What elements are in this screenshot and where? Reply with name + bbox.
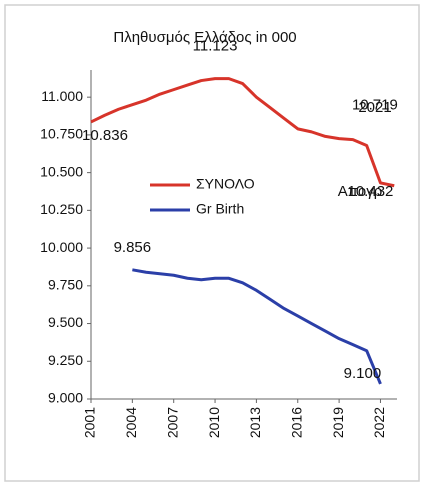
x-tick-label: 2010 — [206, 407, 222, 438]
chart-title: Πληθυσμός Ελλάδος in 000 — [113, 29, 296, 46]
chart-frame — [4, 4, 420, 482]
data-label: 11.123 — [193, 38, 238, 55]
y-tick-label: 10.250 — [40, 201, 83, 217]
x-tick-label: 2007 — [164, 407, 180, 438]
y-tick-label: 9.750 — [48, 277, 83, 293]
annotation: Απογρ — [338, 183, 383, 200]
x-tick-label: 2013 — [247, 407, 263, 438]
y-tick-label: 9.250 — [48, 352, 83, 368]
series-line — [90, 77, 395, 188]
y-tick-label: 9.500 — [48, 314, 83, 330]
y-tick-label: 9.000 — [48, 390, 83, 406]
data-label: 9.856 — [114, 239, 152, 256]
x-tick-label: 2016 — [288, 407, 304, 438]
annotation: 2021 — [358, 99, 391, 116]
legend-label: ΣΥΝΟΛΟ — [196, 176, 255, 192]
x-tick-label: 2001 — [82, 407, 98, 438]
data-label: 10.719 — [352, 97, 398, 114]
legend-label: Gr Birth — [196, 201, 244, 217]
y-tick-label: 10.000 — [40, 239, 83, 255]
data-label: 10.432 — [348, 183, 394, 200]
y-tick-label: 10.500 — [40, 163, 83, 179]
data-label: 9.100 — [344, 365, 382, 382]
x-tick-label: 2004 — [123, 407, 139, 438]
y-tick-label: 11.000 — [41, 88, 83, 104]
x-tick-label: 2022 — [371, 407, 387, 438]
y-tick-label: 10.750 — [40, 126, 83, 142]
x-tick-label: 2019 — [330, 407, 346, 438]
series-line — [132, 268, 382, 385]
data-label: 10.836 — [82, 127, 128, 144]
